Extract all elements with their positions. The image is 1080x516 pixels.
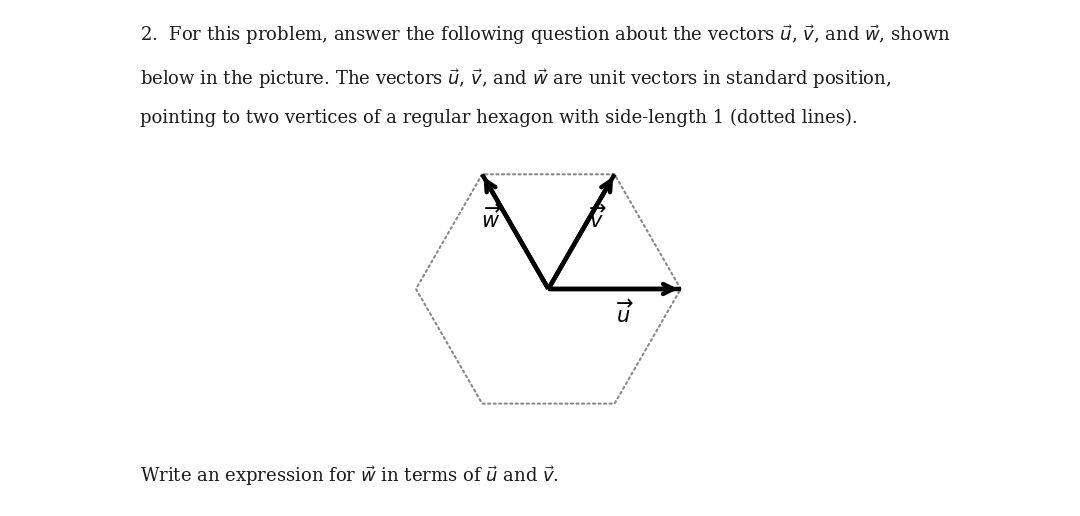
Text: pointing to two vertices of a regular hexagon with side-length 1 (dotted lines).: pointing to two vertices of a regular he… [140, 108, 859, 126]
Text: Write an expression for $\vec{w}$ in terms of $\vec{u}$ and $\vec{v}$.: Write an expression for $\vec{w}$ in ter… [140, 464, 559, 488]
Text: $\overrightarrow{v}$: $\overrightarrow{v}$ [589, 204, 606, 232]
Text: $\overrightarrow{w}$: $\overrightarrow{w}$ [482, 204, 502, 232]
Text: 2.  For this problem, answer the following question about the vectors $\vec{u}$,: 2. For this problem, answer the followin… [140, 23, 951, 47]
Text: below in the picture. The vectors $\vec{u}$, $\vec{v}$, and $\vec{w}$ are unit v: below in the picture. The vectors $\vec{… [140, 67, 892, 91]
Text: $\overrightarrow{u}$: $\overrightarrow{u}$ [617, 299, 634, 327]
